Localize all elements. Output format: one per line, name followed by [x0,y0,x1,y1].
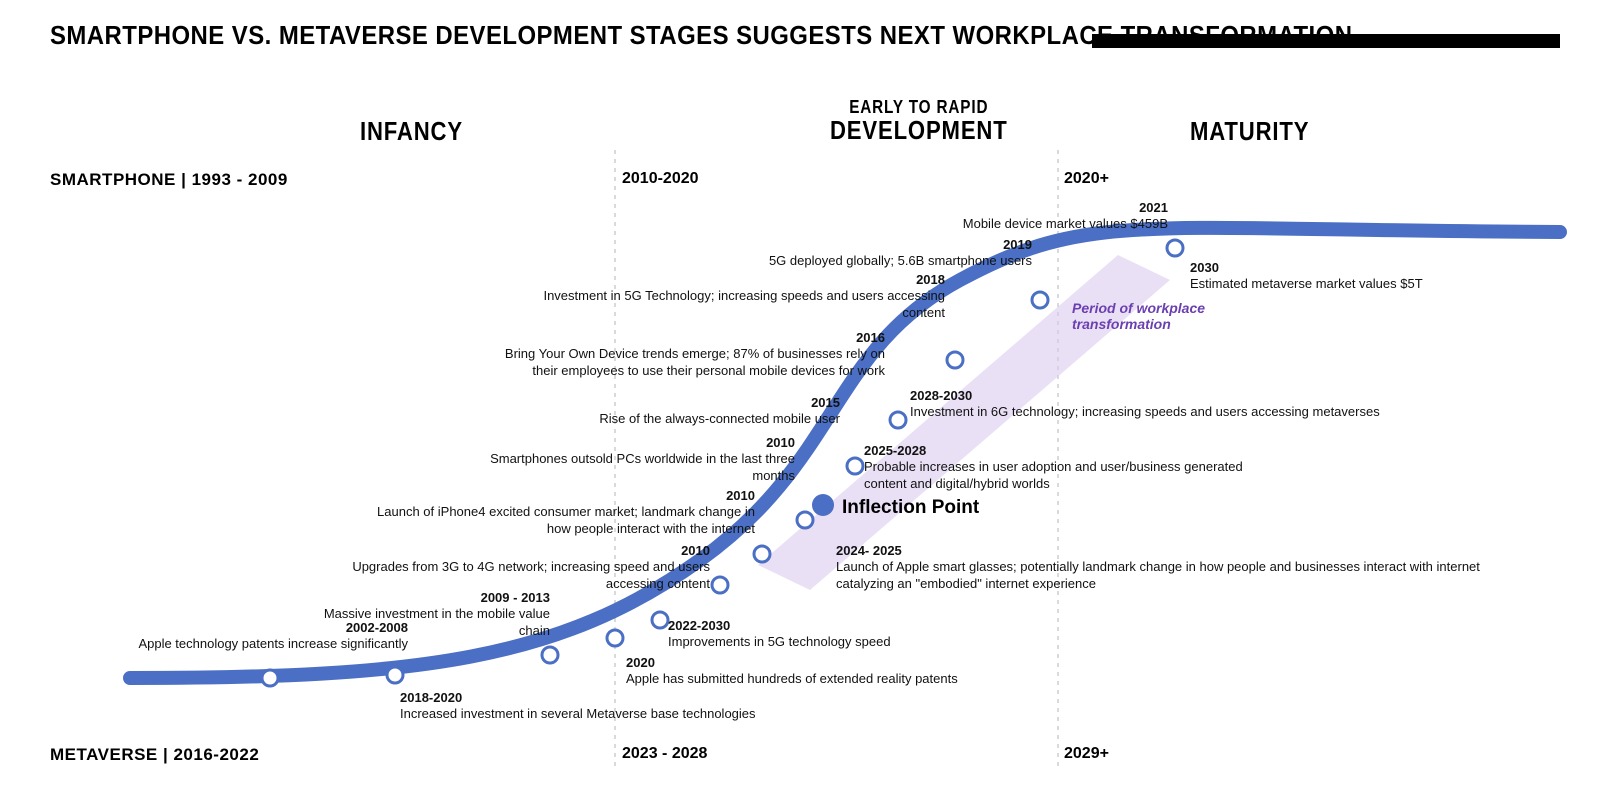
curve-marker [262,670,278,686]
annotation-text: Apple has submitted hundreds of extended… [626,671,958,686]
annotation-a-2018: 2018-2020Increased investment in several… [400,690,760,723]
annotation-a-2009: 2009 - 2013Massive investment in the mob… [300,590,550,639]
annotation-a-2030: 2030Estimated metaverse market values $5… [1190,260,1490,293]
curve-marker [652,612,668,628]
curve-marker [542,647,558,663]
annotation-year: 2018 [500,272,945,288]
annotation-a-2025: 2025-2028Probable increases in user adop… [864,443,1284,492]
annotation-text: Smartphones outsold PCs worldwide in the… [490,451,795,482]
annotation-text: Rise of the always-connected mobile user [599,411,840,426]
annotation-year: 2030 [1190,260,1490,276]
annotation-year: 2022-2030 [668,618,968,634]
annotation-a-2028: 2028-2030Investment in 6G technology; in… [910,388,1390,421]
annotation-a-2024: 2024- 2025Launch of Apple smart glasses;… [836,543,1486,592]
annotation-year: 2028-2030 [910,388,1390,404]
inflection-label: Inflection Point [842,497,979,519]
annotation-text: Estimated metaverse market values $5T [1190,276,1423,291]
curve-marker [1167,240,1183,256]
annotation-year: 2021 [918,200,1168,216]
curve-marker [797,512,813,528]
annotation-text: Upgrades from 3G to 4G network; increasi… [352,559,710,590]
annotation-text: Launch of iPhone4 excited consumer marke… [377,504,755,535]
annotation-year: 2010 [360,488,755,504]
annotation-year: 2024- 2025 [836,543,1486,559]
curve-marker [847,458,863,474]
curve-marker [387,667,403,683]
annotation-text: Increased investment in several Metavers… [400,706,756,721]
curve-marker [1032,292,1048,308]
curve-marker [712,577,728,593]
annotation-a-2015: 2015Rise of the always-connected mobile … [570,395,840,428]
curve-marker [947,352,963,368]
annotation-year: 2010 [340,543,710,559]
moores-law-label: Moore's Law [1450,222,1540,239]
inflection-marker [812,494,834,516]
annotation-text: Bring Your Own Device trends emerge; 87%… [505,346,885,377]
annotation-year: 2010 [450,435,795,451]
annotation-text: 5G deployed globally; 5.6B smartphone us… [769,253,1032,268]
annotation-text: Improvements in 5G technology speed [668,634,891,649]
annotation-text: Launch of Apple smart glasses; potential… [836,559,1480,590]
curve-marker [754,546,770,562]
annotation-text: Mobile device market values $459B [963,216,1168,231]
annotation-a-2010c: 2010Smartphones outsold PCs worldwide in… [450,435,795,484]
annotation-a-2022: 2022-2030Improvements in 5G technology s… [668,618,968,651]
annotation-a-2018b: 2018Investment in 5G Technology; increas… [500,272,945,321]
annotation-text: Massive investment in the mobile value c… [324,606,550,637]
annotation-a-2020: 2020Apple has submitted hundreds of exte… [626,655,1046,688]
annotation-text: Investment in 5G Technology; increasing … [543,288,945,319]
annotation-year: 2009 - 2013 [300,590,550,606]
annotation-year: 2018-2020 [400,690,760,706]
annotation-a-2016: 2016Bring Your Own Device trends emerge;… [480,330,885,379]
annotation-year: 2016 [480,330,885,346]
annotation-year: 2015 [570,395,840,411]
annotation-a-2010a: 2010Upgrades from 3G to 4G network; incr… [340,543,710,592]
annotation-year: 2025-2028 [864,443,1284,459]
curve-marker [890,412,906,428]
annotation-a-2010b: 2010Launch of iPhone4 excited consumer m… [360,488,755,537]
annotation-year: 2020 [626,655,1046,671]
annotation-text: Investment in 6G technology; increasing … [910,404,1380,419]
annotation-text: Probable increases in user adoption and … [864,459,1243,490]
annotation-a-2019: 20195G deployed globally; 5.6B smartphon… [740,237,1032,270]
period-of-transformation-label: Period of workplacetransformation [1072,300,1205,332]
annotation-year: 2019 [740,237,1032,253]
curve-marker [607,630,623,646]
annotation-a-2021: 2021Mobile device market values $459B [918,200,1168,233]
